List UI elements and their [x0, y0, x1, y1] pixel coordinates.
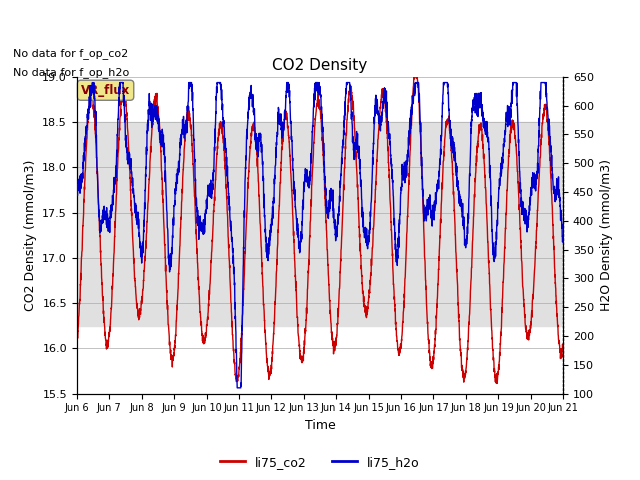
Y-axis label: CO2 Density (mmol/m3): CO2 Density (mmol/m3): [24, 159, 36, 311]
Text: VR_flux: VR_flux: [81, 84, 130, 97]
Legend: li75_co2, li75_h2o: li75_co2, li75_h2o: [215, 451, 425, 474]
X-axis label: Time: Time: [305, 419, 335, 432]
Text: No data for f_op_h2o: No data for f_op_h2o: [13, 67, 129, 78]
Title: CO2 Density: CO2 Density: [273, 58, 367, 73]
Text: No data for f_op_co2: No data for f_op_co2: [13, 48, 128, 59]
Y-axis label: H2O Density (mmol/m3): H2O Density (mmol/m3): [600, 159, 612, 311]
Bar: [77, 122, 563, 326]
